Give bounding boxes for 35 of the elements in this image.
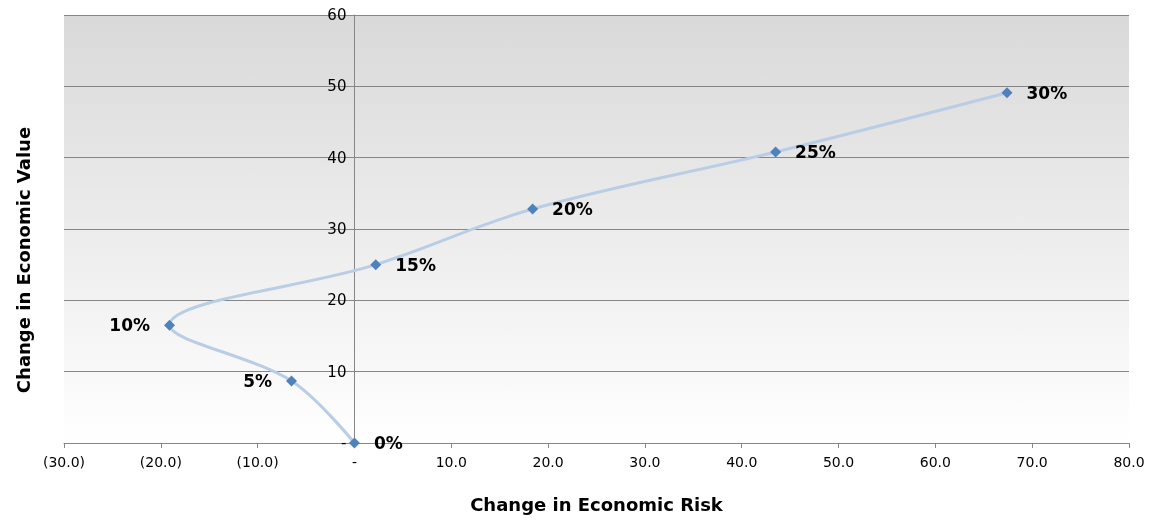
point: [770, 146, 782, 158]
point: [1001, 87, 1013, 99]
x-tick-label: (10.0): [236, 454, 279, 470]
x-axis-title: Change in Economic Risk: [470, 493, 724, 515]
x-tick-label: 50.0: [822, 454, 855, 470]
y-tick-label: 50: [327, 77, 347, 96]
point: [164, 319, 176, 331]
x-tick-label: 80.0: [1113, 454, 1145, 470]
x-tick-label: 10.0: [435, 454, 467, 470]
y-tick-label: 30: [327, 220, 347, 238]
annotation: 5%: [243, 370, 273, 391]
x-tick-label: (20.0): [139, 454, 182, 470]
y-axis-title: Change in Economic Value: [12, 126, 34, 394]
y-tick-label: 20: [327, 291, 347, 310]
annotation: 30%: [1026, 82, 1068, 103]
point: [527, 203, 539, 215]
annotation: 0%: [373, 433, 403, 453]
annotation: 15%: [395, 254, 436, 275]
point: [286, 375, 298, 387]
x-tick-label: 70.0: [1016, 454, 1048, 470]
annotation: 25%: [795, 141, 836, 162]
y-tick-label: 60: [327, 6, 347, 24]
y-tick-label: 40: [327, 148, 347, 167]
point: [348, 437, 360, 449]
annotation: 20%: [552, 199, 593, 220]
x-tick-label: -: [351, 454, 357, 470]
x-tick-label: 60.0: [919, 454, 951, 470]
x-tick-label: 40.0: [726, 454, 758, 470]
annotation: 10%: [109, 315, 151, 336]
y-tick-label: -: [341, 434, 347, 452]
x-tick-label: 30.0: [629, 454, 661, 470]
point: [370, 259, 382, 271]
x-tick-label: (30.0): [42, 454, 86, 470]
y-tick-label: 10: [327, 362, 347, 381]
x-tick-label: 20.0: [532, 454, 564, 470]
